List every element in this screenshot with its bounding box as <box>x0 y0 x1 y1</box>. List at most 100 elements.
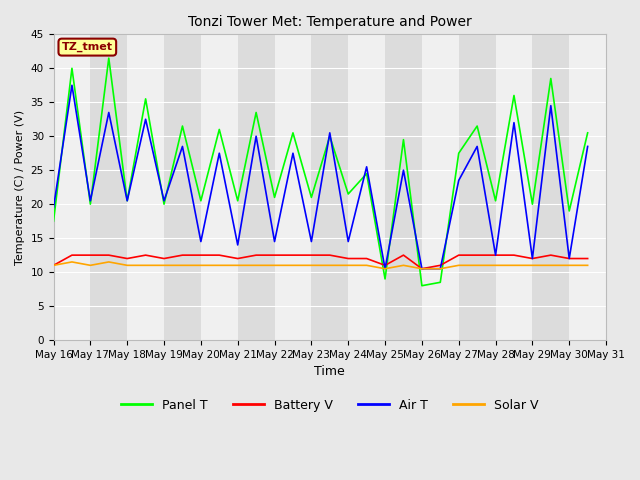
Panel T <box>326 133 333 139</box>
Solar V <box>160 263 168 268</box>
Battery V <box>105 252 113 258</box>
Solar V <box>565 263 573 268</box>
Bar <box>164 35 201 340</box>
Battery V <box>68 252 76 258</box>
Air T <box>381 266 389 272</box>
Panel T <box>474 123 481 129</box>
Battery V <box>50 263 58 268</box>
Panel T <box>179 123 186 129</box>
Line: Air T: Air T <box>54 85 588 269</box>
Solar V <box>584 263 591 268</box>
Battery V <box>344 256 352 262</box>
Battery V <box>86 252 94 258</box>
Solar V <box>418 266 426 272</box>
Battery V <box>252 252 260 258</box>
Battery V <box>381 263 389 268</box>
Battery V <box>326 252 333 258</box>
Line: Panel T: Panel T <box>54 58 588 286</box>
Bar <box>385 35 422 340</box>
Battery V <box>584 256 591 262</box>
Panel T <box>105 55 113 61</box>
Bar <box>275 35 312 340</box>
Air T <box>344 239 352 244</box>
Panel T <box>252 109 260 115</box>
Solar V <box>252 263 260 268</box>
Battery V <box>492 252 499 258</box>
Battery V <box>179 252 186 258</box>
Solar V <box>50 263 58 268</box>
Panel T <box>50 218 58 224</box>
Panel T <box>436 279 444 285</box>
Air T <box>160 198 168 204</box>
Air T <box>86 198 94 204</box>
Panel T <box>529 201 536 207</box>
Solar V <box>474 263 481 268</box>
Battery V <box>436 263 444 268</box>
Air T <box>308 239 316 244</box>
Panel T <box>160 201 168 207</box>
Solar V <box>510 263 518 268</box>
Panel T <box>142 96 150 102</box>
Air T <box>271 239 278 244</box>
Y-axis label: Temperature (C) / Power (V): Temperature (C) / Power (V) <box>15 109 25 265</box>
Panel T <box>547 76 555 82</box>
Bar <box>90 35 127 340</box>
Bar <box>495 35 532 340</box>
Air T <box>124 198 131 204</box>
Solar V <box>197 263 205 268</box>
Panel T <box>455 150 463 156</box>
Air T <box>455 178 463 183</box>
Panel T <box>197 198 205 204</box>
Solar V <box>308 263 316 268</box>
Air T <box>142 116 150 122</box>
Panel T <box>124 198 131 204</box>
Bar <box>127 35 164 340</box>
Panel T <box>308 194 316 200</box>
Battery V <box>565 256 573 262</box>
Battery V <box>529 256 536 262</box>
Air T <box>197 239 205 244</box>
Battery V <box>418 266 426 272</box>
Air T <box>234 242 241 248</box>
Air T <box>436 266 444 272</box>
Battery V <box>289 252 297 258</box>
Panel T <box>584 130 591 136</box>
Battery V <box>363 256 371 262</box>
Solar V <box>344 263 352 268</box>
Battery V <box>197 252 205 258</box>
Line: Solar V: Solar V <box>54 262 588 269</box>
Battery V <box>399 252 407 258</box>
Solar V <box>289 263 297 268</box>
Battery V <box>142 252 150 258</box>
Text: TZ_tmet: TZ_tmet <box>62 42 113 52</box>
Panel T <box>289 130 297 136</box>
Solar V <box>216 263 223 268</box>
Title: Tonzi Tower Met: Temperature and Power: Tonzi Tower Met: Temperature and Power <box>188 15 472 29</box>
Bar <box>459 35 495 340</box>
Panel T <box>565 208 573 214</box>
Solar V <box>179 263 186 268</box>
Battery V <box>160 256 168 262</box>
Air T <box>584 144 591 149</box>
Solar V <box>399 263 407 268</box>
Solar V <box>436 266 444 272</box>
Battery V <box>547 252 555 258</box>
Solar V <box>547 263 555 268</box>
Air T <box>216 150 223 156</box>
Panel T <box>216 127 223 132</box>
Battery V <box>271 252 278 258</box>
Solar V <box>142 263 150 268</box>
Air T <box>529 256 536 262</box>
Battery V <box>216 252 223 258</box>
Bar <box>422 35 459 340</box>
Panel T <box>381 276 389 282</box>
Panel T <box>271 194 278 200</box>
Bar <box>54 35 90 340</box>
Panel T <box>492 198 499 204</box>
Bar <box>201 35 237 340</box>
Air T <box>179 144 186 149</box>
Air T <box>418 266 426 272</box>
Solar V <box>124 263 131 268</box>
Solar V <box>381 266 389 272</box>
Bar <box>569 35 606 340</box>
